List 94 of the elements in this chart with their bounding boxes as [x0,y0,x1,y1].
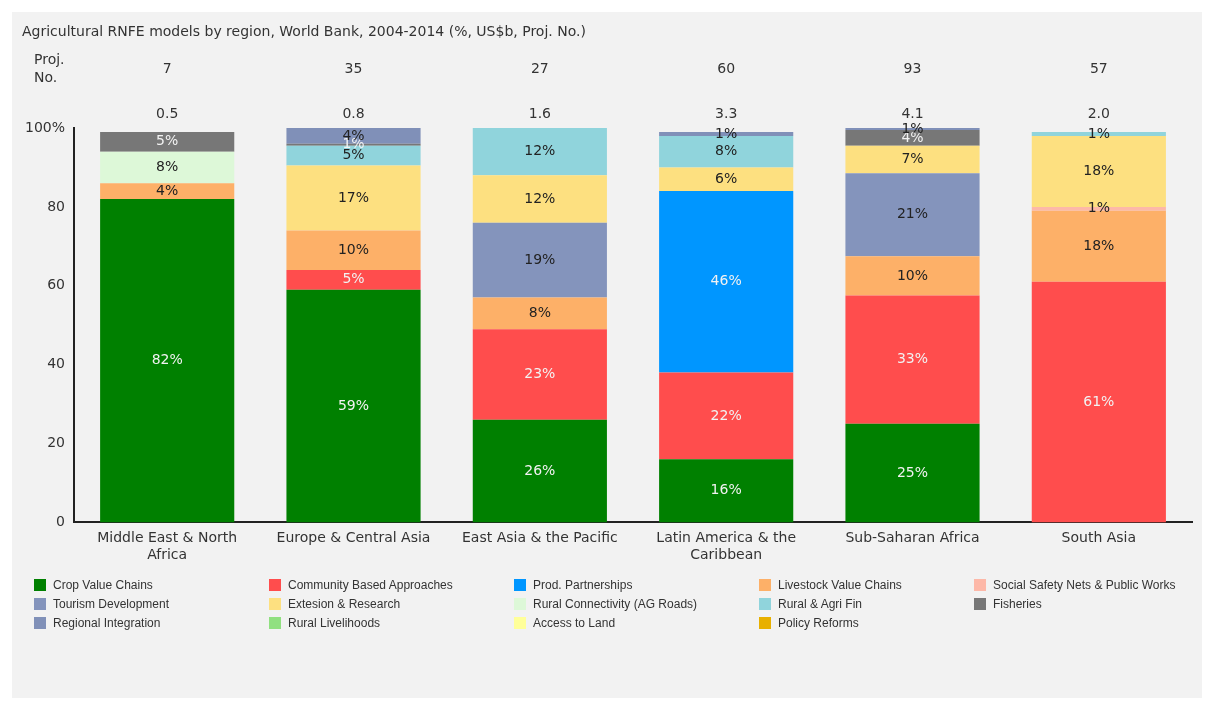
data-label: 19% [524,250,556,267]
legend-label: Policy Reforms [778,616,859,630]
x-tick-label: Middle East & North Africa [97,529,238,563]
y-tick-label: 40 [47,355,66,372]
legend-label: Crop Value Chains [53,578,153,592]
legend-label: Rural Livelihoods [288,616,381,630]
data-label: 4% [156,181,179,198]
legend-label: Fisheries [993,597,1042,611]
bar [845,256,980,296]
legend-label: Extesion & Research [288,597,401,611]
bar [472,222,607,298]
data-label: 61% [1083,392,1115,409]
bar [100,131,235,152]
data-label: 18% [1083,162,1115,179]
text: 4.1 [901,104,924,121]
legend-label: Rural & Agri Fin [778,597,863,611]
y-tick-label: 80 [47,197,66,214]
text: 1.6 [528,104,552,121]
data-label: 26% [524,461,556,478]
data-label: 8% [715,142,738,159]
y-tick-label: 20 [47,434,66,451]
text: 27 [530,59,549,76]
bar [845,173,980,257]
x-tick-label: South Asia [1061,529,1137,546]
bar [286,165,421,231]
text: 7 [162,59,172,76]
bar [472,175,607,223]
data-label: 33% [896,350,929,367]
data-label: 18% [1083,236,1115,253]
bar [100,183,235,199]
data-label: 8% [528,304,551,321]
bar [845,423,980,523]
data-label: 21% [896,205,929,222]
bar [845,295,980,424]
data-label: 1% [1087,124,1110,141]
bar [1031,210,1166,282]
y-tick-label: 100% [24,118,66,135]
text: 57 [1089,59,1108,76]
data-label: 12% [524,142,556,159]
bar [472,128,607,176]
legend-label: Regional Integration [53,616,161,630]
bar [100,198,235,523]
data-label: 16% [710,481,742,498]
x-tick-label: Sub-Saharan Africa [845,529,980,546]
chart-title: Agricultural RNFE models by region, World Bank, 2004-2014 (%, US$b, Proj. No.) [22,22,586,39]
bar [659,191,794,373]
data-label: 59% [337,396,370,413]
y-tick-label: 0 [56,513,66,530]
text: 35 [344,59,363,76]
text: 0.5 [156,104,179,121]
legend-label: Access to Land [533,616,616,630]
data-label: 5% [342,270,365,287]
data-label: 10% [337,240,370,257]
data-label: 7% [901,150,924,167]
legend-label: Prod. Partnerships [533,578,633,592]
legend-label: Rural Connectivity (AG Roads) [533,597,698,611]
bar [472,419,607,523]
legend-label: Tourism Development [53,597,170,611]
x-tick-label: Latin America & the Caribbean [656,529,796,563]
text: 0.8 [342,104,365,121]
bar [100,151,235,184]
text: 93 [903,59,922,76]
data-label: 12% [524,189,556,206]
x-tick-label: Europe & Central Asia [276,529,431,546]
bar [286,269,421,290]
legend-label: Livestock Value Chains [778,578,902,592]
data-label: 6% [715,169,738,186]
data-label: 25% [896,463,929,480]
bar [286,289,421,523]
data-label: 23% [524,365,556,382]
bar [659,459,794,523]
bar [1031,281,1166,523]
data-label: 46% [710,272,742,289]
bar [472,297,607,330]
data-label: 22% [710,406,742,423]
data-label: 82% [151,351,183,368]
data-label: 17% [337,188,370,205]
bar [659,167,794,192]
bar [472,329,607,420]
text: 60 [717,59,736,76]
data-label: 8% [156,158,179,175]
legend-label: Social Safety Nets & Public Works [993,578,1176,592]
data-label: 10% [896,266,929,283]
bar [659,372,794,460]
data-label: 1% [1087,199,1110,216]
text: 2.0 [1087,104,1110,121]
text: 3.3 [715,104,738,121]
text: Proj. No. [34,50,65,85]
y-tick-label: 60 [47,276,66,293]
data-label: 5% [156,132,179,149]
x-tick-label: East Asia & the Pacific [461,529,618,546]
legend-label: Community Based Approaches [288,578,453,592]
bar [286,230,421,270]
bar [845,145,980,174]
